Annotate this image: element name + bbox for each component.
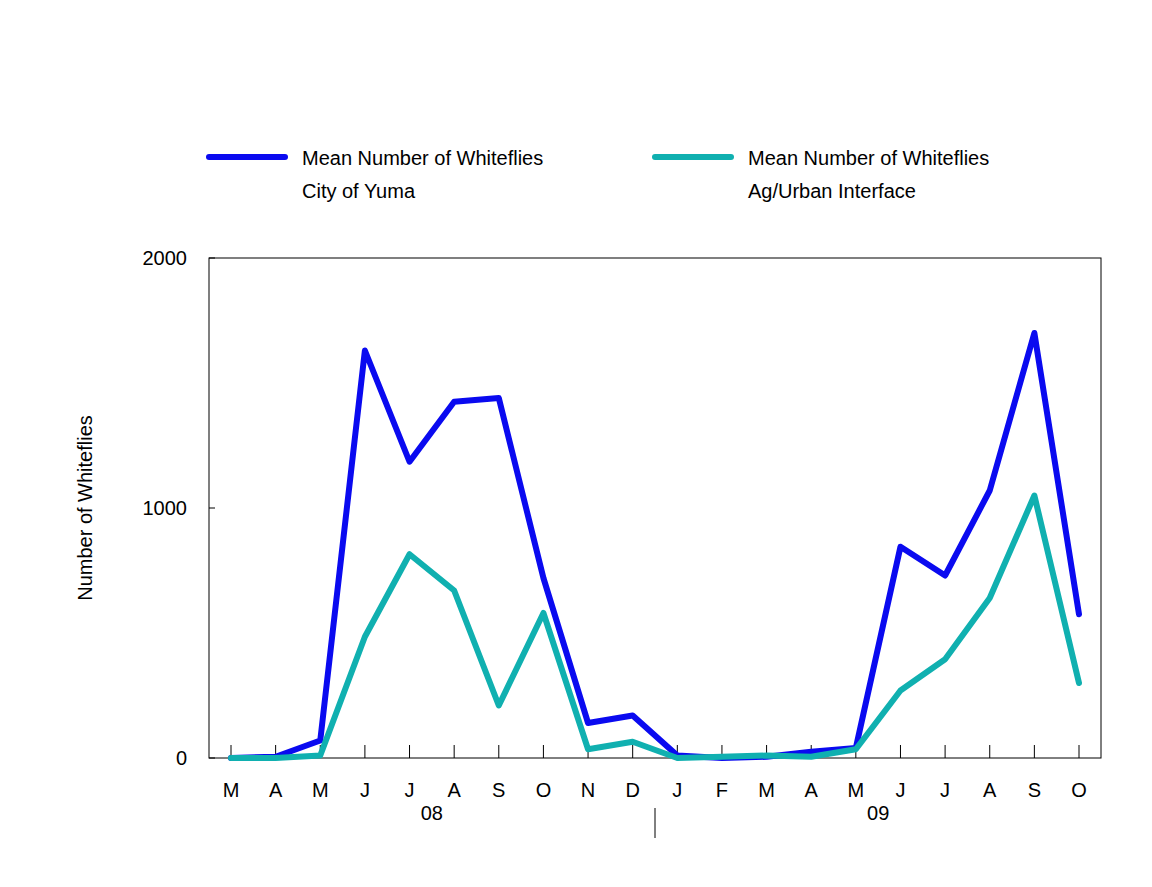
x-group-label: 09 bbox=[867, 802, 889, 824]
legend-label: Mean Number of Whiteflies City of Yuma bbox=[302, 147, 543, 202]
plot-area bbox=[231, 333, 1079, 758]
x-tick bbox=[1079, 745, 1080, 758]
legend-label-line: Mean Number of Whiteflies bbox=[748, 147, 989, 169]
x-tick-label: M bbox=[758, 779, 775, 801]
x-tick-label: N bbox=[581, 779, 595, 801]
x-tick-label: M bbox=[223, 779, 240, 801]
series-line bbox=[231, 333, 1079, 758]
legend-label: Mean Number of Whiteflies Ag/Urban Interf… bbox=[748, 147, 989, 202]
x-tick bbox=[632, 745, 633, 758]
x-tick-label: A bbox=[983, 779, 997, 801]
x-tick-label: S bbox=[1028, 779, 1041, 801]
x-tick-label: M bbox=[312, 779, 329, 801]
legend-label-line: City of Yuma bbox=[302, 180, 416, 202]
y-tick-label: 0 bbox=[176, 747, 187, 769]
legend-entry: Mean Number of Whiteflies City of Yuma bbox=[209, 147, 543, 202]
y-tick-label: 1000 bbox=[143, 497, 188, 519]
x-tick-label: J bbox=[940, 779, 950, 801]
x-group-label: 08 bbox=[421, 802, 443, 824]
x-tick-label: J bbox=[360, 779, 370, 801]
y-tick bbox=[209, 508, 215, 509]
y-axis-label: Number of Whiteflies bbox=[74, 415, 96, 601]
y-tick bbox=[209, 758, 215, 759]
x-tick-label: J bbox=[672, 779, 682, 801]
x-tick bbox=[900, 745, 901, 758]
y-tick-label: 2000 bbox=[143, 247, 188, 269]
x-tick bbox=[364, 745, 365, 758]
x-tick-label: O bbox=[1071, 779, 1087, 801]
legend-swatch bbox=[655, 154, 731, 160]
x-tick bbox=[409, 745, 410, 758]
x-tick-label: J bbox=[895, 779, 905, 801]
x-tick-label: D bbox=[625, 779, 639, 801]
x-tick-label: A bbox=[269, 779, 283, 801]
x-tick bbox=[454, 745, 455, 758]
x-tick bbox=[989, 745, 990, 758]
x-tick bbox=[1034, 745, 1035, 758]
x-tick bbox=[543, 745, 544, 758]
series-line bbox=[231, 496, 1079, 759]
x-group-separator bbox=[655, 808, 656, 838]
chart: 0 1000 2000 Number of Whiteflies M A M J J A S O N D J… bbox=[0, 0, 1152, 887]
x-tick-label: M bbox=[848, 779, 865, 801]
y-tick bbox=[209, 258, 215, 259]
x-tick-label: F bbox=[716, 779, 728, 801]
x-tick-label: A bbox=[805, 779, 819, 801]
legend-entry: Mean Number of Whiteflies Ag/Urban Interf… bbox=[655, 147, 989, 202]
legend-label-line: Ag/Urban Interface bbox=[748, 180, 916, 202]
x-tick bbox=[498, 745, 499, 758]
x-tick-label: J bbox=[405, 779, 415, 801]
x-tick bbox=[945, 745, 946, 758]
legend-label-line: Mean Number of Whiteflies bbox=[302, 147, 543, 169]
x-tick-label: O bbox=[536, 779, 552, 801]
legend-swatch bbox=[209, 154, 285, 160]
x-tick-label: S bbox=[492, 779, 505, 801]
plot-frame bbox=[209, 258, 1101, 758]
x-tick-label: A bbox=[447, 779, 461, 801]
